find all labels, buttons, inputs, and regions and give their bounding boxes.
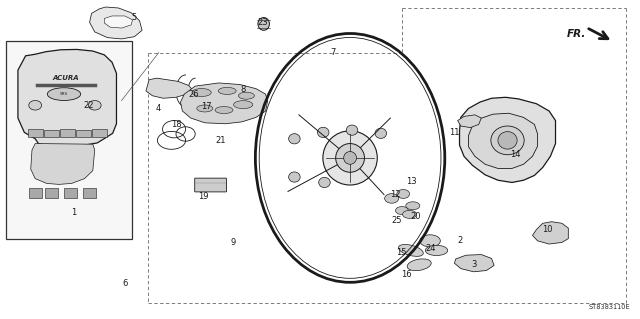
Polygon shape	[468, 113, 538, 168]
Ellipse shape	[47, 88, 81, 100]
Ellipse shape	[344, 152, 356, 164]
Bar	[44, 130, 59, 137]
Ellipse shape	[498, 132, 517, 149]
Text: 1: 1	[71, 208, 76, 217]
Text: 3: 3	[471, 260, 476, 269]
Ellipse shape	[192, 88, 211, 96]
Text: 5: 5	[132, 13, 137, 22]
Text: 12: 12	[390, 190, 401, 199]
Text: 10: 10	[542, 225, 552, 234]
Bar	[92, 129, 107, 137]
Ellipse shape	[375, 128, 387, 138]
Polygon shape	[532, 222, 568, 244]
Text: 18: 18	[171, 120, 181, 129]
Bar	[6, 41, 132, 239]
Ellipse shape	[238, 92, 255, 99]
Ellipse shape	[289, 172, 300, 182]
Ellipse shape	[399, 244, 423, 256]
Bar	[29, 188, 42, 198]
Ellipse shape	[396, 207, 408, 215]
Text: 16: 16	[401, 270, 412, 279]
Text: FR.: FR.	[566, 29, 586, 39]
Ellipse shape	[407, 259, 431, 271]
Text: 14: 14	[510, 150, 520, 159]
Ellipse shape	[317, 127, 329, 137]
Text: 7: 7	[330, 48, 335, 57]
Ellipse shape	[385, 194, 399, 203]
Ellipse shape	[258, 18, 269, 30]
Text: 15: 15	[396, 248, 406, 256]
Ellipse shape	[215, 107, 233, 114]
Text: 23: 23	[257, 18, 268, 27]
Ellipse shape	[426, 245, 448, 256]
Text: 26: 26	[188, 90, 198, 99]
Text: SRS: SRS	[60, 92, 68, 96]
Polygon shape	[454, 255, 494, 272]
Bar	[76, 130, 91, 137]
Polygon shape	[18, 49, 116, 147]
Bar	[60, 129, 75, 137]
Ellipse shape	[406, 202, 420, 210]
Text: 20: 20	[411, 212, 421, 221]
Text: 9: 9	[231, 238, 236, 247]
Ellipse shape	[319, 177, 330, 188]
Polygon shape	[31, 144, 95, 184]
Ellipse shape	[218, 87, 236, 94]
Ellipse shape	[403, 211, 417, 219]
Text: ACURA: ACURA	[52, 75, 79, 81]
Polygon shape	[90, 7, 142, 39]
Ellipse shape	[397, 189, 410, 198]
Ellipse shape	[234, 101, 253, 108]
Text: 2: 2	[457, 236, 462, 245]
Text: ST8383110E: ST8383110E	[589, 304, 630, 310]
Text: 11: 11	[449, 128, 460, 137]
Text: 13: 13	[406, 177, 417, 186]
Bar	[45, 188, 58, 198]
Text: 25: 25	[391, 216, 401, 225]
Bar	[83, 188, 96, 198]
Ellipse shape	[197, 105, 212, 112]
Polygon shape	[460, 97, 556, 182]
Ellipse shape	[336, 144, 365, 172]
Ellipse shape	[323, 131, 378, 185]
Text: 21: 21	[216, 136, 226, 145]
Text: 8: 8	[241, 85, 246, 94]
FancyBboxPatch shape	[195, 178, 227, 192]
Polygon shape	[180, 83, 268, 124]
Text: 17: 17	[201, 102, 211, 111]
Polygon shape	[104, 16, 132, 28]
Ellipse shape	[346, 125, 358, 135]
Ellipse shape	[420, 235, 440, 247]
Text: 4: 4	[156, 104, 161, 113]
Bar	[64, 188, 77, 198]
Text: 6: 6	[122, 279, 127, 288]
Text: 22: 22	[83, 101, 93, 110]
Polygon shape	[458, 115, 481, 128]
Ellipse shape	[88, 100, 101, 110]
Text: 24: 24	[426, 244, 436, 253]
Polygon shape	[146, 78, 192, 98]
Ellipse shape	[29, 100, 42, 110]
Bar	[28, 129, 43, 137]
Ellipse shape	[491, 126, 524, 155]
Text: 19: 19	[198, 192, 209, 201]
Ellipse shape	[289, 134, 300, 144]
